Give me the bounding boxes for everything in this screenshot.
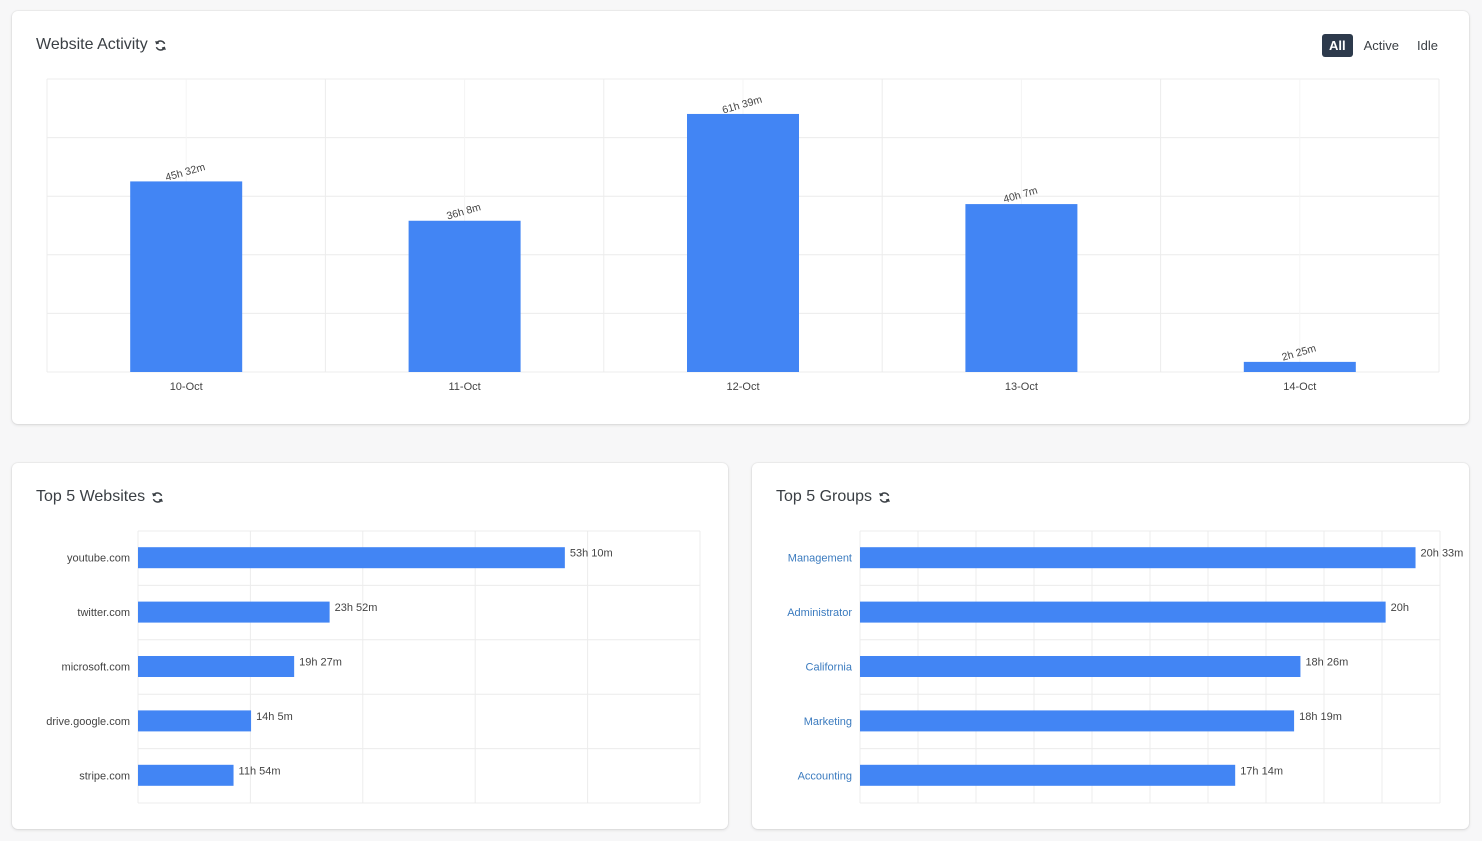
x-tick-label: 12-Oct <box>726 381 759 393</box>
bar-data-label: 2h 25m <box>1280 342 1317 363</box>
bar[interactable] <box>130 181 243 372</box>
bar-data-label: 36h 8m <box>445 201 482 222</box>
top-websites-chart: 53h 10m youtube.com 23h 52m twitter.com 19h … <box>46 530 701 804</box>
x-tick-label: 14-Oct <box>1283 381 1316 393</box>
y-tick-label: drive.google.com <box>46 716 130 728</box>
y-tick-label[interactable]: Administrator <box>787 607 852 619</box>
y-tick-label[interactable]: Marketing <box>804 716 852 728</box>
bar[interactable] <box>138 601 330 623</box>
x-tick-label: 10-Oct <box>170 381 203 393</box>
filter-all-button[interactable]: All <box>1322 34 1353 57</box>
bar[interactable] <box>860 547 1416 569</box>
bar-data-label: 17h 14m <box>1240 765 1283 777</box>
refresh-icon[interactable] <box>154 39 167 52</box>
top-websites-title: Top 5 Websites <box>36 488 164 506</box>
y-tick-label[interactable]: Accounting <box>798 770 852 782</box>
bar-data-label: 19h 27m <box>299 657 342 669</box>
bar[interactable] <box>687 113 799 372</box>
refresh-icon[interactable] <box>151 491 164 504</box>
y-tick-label: microsoft.com <box>62 662 130 674</box>
bar-data-label: 61h 39m <box>721 94 764 117</box>
bar-data-label: 18h 26m <box>1305 657 1348 669</box>
refresh-icon[interactable] <box>878 491 891 504</box>
bar[interactable] <box>860 656 1301 677</box>
top-groups-chart: 20h 33m Management 20h Administrator 18h 26m… <box>787 530 1464 804</box>
top-groups-title: Top 5 Groups <box>776 488 891 506</box>
activity-filter-toggle: All Active Idle <box>1322 34 1445 57</box>
bar[interactable] <box>1243 361 1356 372</box>
x-tick-label: 13-Oct <box>1005 381 1038 393</box>
y-tick-label: stripe.com <box>79 770 130 782</box>
top-websites-card: Top 5 Websites 53h 10m youtube.com 23h 52m… <box>12 463 728 829</box>
bar-data-label: 40h 7m <box>1002 185 1039 206</box>
y-tick-label[interactable]: California <box>806 662 853 674</box>
bar[interactable] <box>138 547 565 569</box>
bar[interactable] <box>138 656 295 677</box>
bar[interactable] <box>138 764 234 786</box>
bar-data-label: 20h <box>1391 602 1409 614</box>
bar-data-label: 53h 10m <box>570 548 613 560</box>
bar[interactable] <box>408 220 521 372</box>
bar[interactable] <box>860 764 1236 786</box>
bar-data-label: 14h 5m <box>256 711 293 723</box>
bar-data-label: 18h 19m <box>1299 711 1342 723</box>
website-activity-title: Website Activity <box>36 36 167 54</box>
website-activity-chart: 45h 32m 10-Oct 36h 8m 11-Oct 61h 39m 12-Oct 40… <box>46 78 1440 393</box>
x-tick-label: 11-Oct <box>448 381 480 393</box>
bar-data-label: 23h 52m <box>335 602 378 614</box>
website-activity-card: Website Activity All Active Idle 45h 32m… <box>12 11 1469 424</box>
y-tick-label[interactable]: Management <box>788 553 852 565</box>
bar[interactable] <box>860 710 1295 732</box>
y-tick-label: youtube.com <box>67 553 130 565</box>
bar[interactable] <box>860 601 1386 623</box>
filter-active-button[interactable]: Active <box>1357 34 1406 57</box>
bar-data-label: 11h 54m <box>239 765 281 777</box>
bar[interactable] <box>965 204 1078 372</box>
top-groups-card: Top 5 Groups 20h 33m Management 20h Adminis… <box>752 463 1469 829</box>
bar-data-label: 45h 32m <box>164 161 207 184</box>
bar[interactable] <box>138 710 252 732</box>
y-tick-label: twitter.com <box>77 607 130 619</box>
bar-data-label: 20h 33m <box>1421 548 1464 560</box>
filter-idle-button[interactable]: Idle <box>1410 34 1445 57</box>
